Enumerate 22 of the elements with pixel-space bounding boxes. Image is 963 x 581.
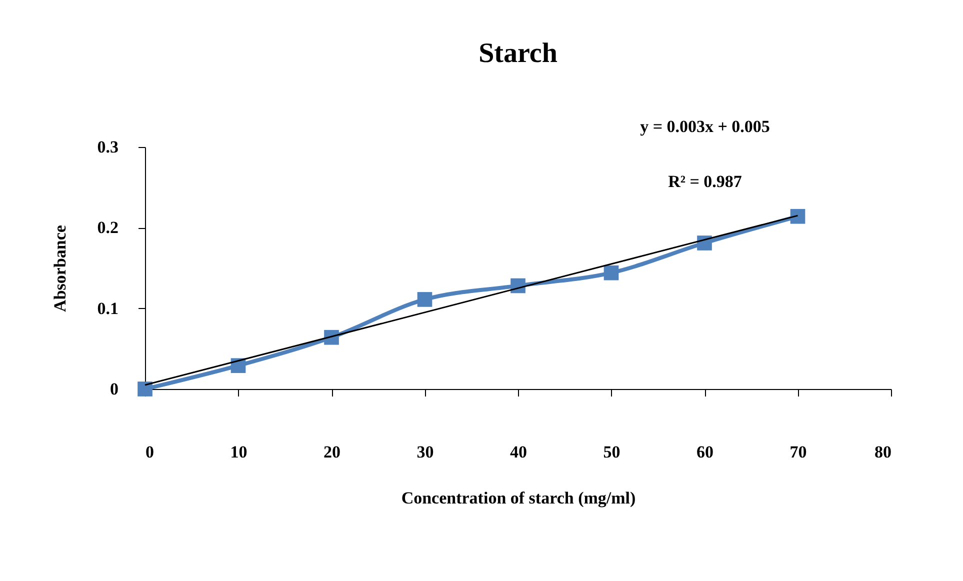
x-tick-label: 80 xyxy=(874,442,892,462)
point xyxy=(138,382,152,396)
point xyxy=(604,265,619,280)
x-axis-title: Concentration of starch (mg/ml) xyxy=(401,488,636,508)
chart-title: Starch xyxy=(478,38,558,69)
x-tick-label: 30 xyxy=(416,442,434,462)
y-tick-label: 0.3 xyxy=(97,138,118,156)
text: y = 0.003x + 0.005 xyxy=(640,117,770,136)
y-tick-label: 0.2 xyxy=(97,218,118,238)
x-tick-label: 0 xyxy=(146,442,154,462)
x-tick-label: 20 xyxy=(324,442,340,462)
y-tick-label: 0 xyxy=(110,380,118,398)
x-tick-label: 70 xyxy=(790,442,807,462)
x-tick-label: 10 xyxy=(230,442,248,462)
annotation: R² = 0.987 xyxy=(668,172,742,191)
point xyxy=(790,208,806,224)
x-tick-label: 60 xyxy=(696,442,714,462)
x-tick-label: 50 xyxy=(603,442,620,462)
y-axis-title: Absorbance xyxy=(50,224,70,312)
x-tick-label: 40 xyxy=(510,442,527,462)
y-tick-label: 0.1 xyxy=(97,298,118,318)
point xyxy=(417,292,432,307)
